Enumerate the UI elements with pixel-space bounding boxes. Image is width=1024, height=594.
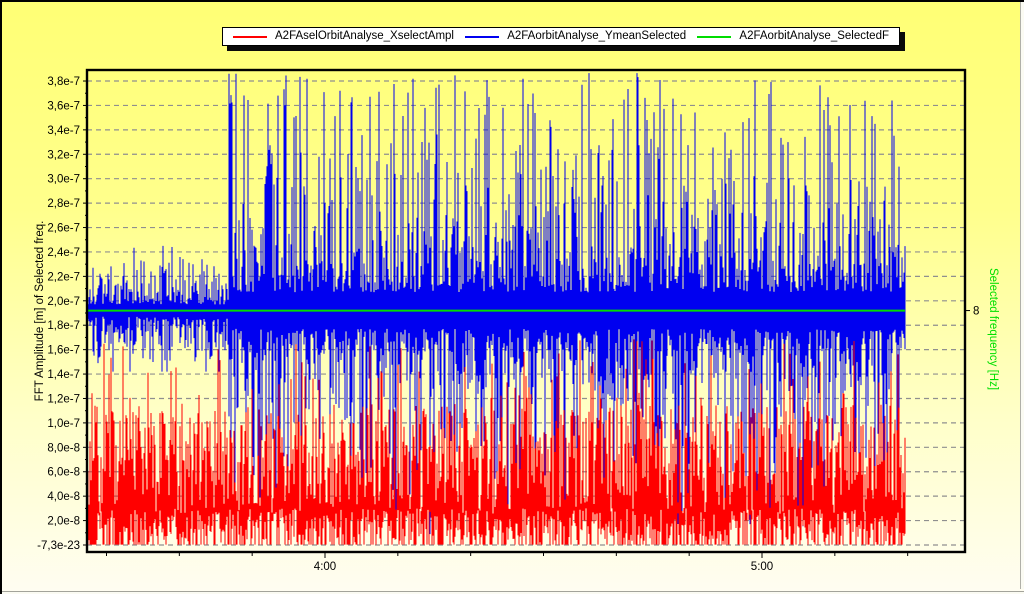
y-axis-title: FFT Amplitude [m] of Selected freq. — [34, 221, 46, 402]
legend-item[interactable]: A2FAorbitAnalyse_YmeanSelected — [465, 28, 686, 45]
panel-bottom-strip — [2, 592, 1024, 594]
y-axis-tick-label: 1,2e-7 — [47, 393, 80, 405]
x-axis-tick-label: 4:00 — [314, 561, 336, 573]
y-axis-tick-label: 1,4e-7 — [47, 369, 80, 381]
y-axis-tick-label: 1,8e-7 — [47, 320, 80, 332]
y-axis-tick-label: 8,0e-8 — [47, 442, 80, 454]
legend-series-name: A2FAorbitAnalyse_YmeanSelected — [507, 30, 687, 42]
y-axis-tick-label: 3,8e-7 — [47, 76, 80, 88]
y-axis-tick-label: 6,0e-8 — [47, 467, 80, 479]
legend-series-name: A2FAselOrbitAnalyse_XselectAmpl — [275, 30, 454, 42]
x-axis-tick-label: 5:00 — [751, 561, 773, 573]
legend-item[interactable]: A2FAselOrbitAnalyse_XselectAmpl — [233, 28, 454, 45]
y-axis-tick-label: 3,2e-7 — [47, 149, 80, 161]
y-axis-tick-label: 2,8e-7 — [47, 198, 80, 210]
y-axis-tick-label: 3,0e-7 — [47, 174, 80, 186]
chart-plot-area[interactable] — [87, 70, 965, 552]
panel-right-strip — [1021, 2, 1024, 589]
y-axis-tick-label: 2,4e-7 — [47, 247, 80, 259]
y-axis-tick-label: 3,4e-7 — [47, 125, 80, 137]
right-axis-tick-label: 8 — [973, 306, 979, 318]
y-axis-tick-label: 2,6e-7 — [47, 223, 80, 235]
right-axis-title: Selected frequency [Hz] — [987, 268, 999, 390]
panel-bottom-edge — [2, 591, 1024, 592]
legend-item[interactable]: A2FAorbitAnalyse_SelectedF — [697, 28, 889, 45]
legend-line-sample — [465, 35, 500, 38]
y-axis-tick-label: 3,6e-7 — [47, 100, 80, 112]
y-axis-tick-label: 2,0e-7 — [47, 296, 80, 308]
y-axis-tick-label: 1,0e-7 — [47, 418, 80, 430]
y-axis-tick-label: 1,6e-7 — [47, 345, 80, 357]
legend-line-sample — [233, 35, 267, 38]
y-axis-tick-label: 2,0e-8 — [47, 516, 80, 528]
panel-right-edge — [1020, 2, 1021, 589]
axis-ticks — [83, 80, 970, 558]
legend-series-name: A2FAorbitAnalyse_SelectedF — [739, 30, 889, 42]
legend[interactable]: A2FAselOrbitAnalyse_XselectAmpl A2FAorbit… — [222, 27, 900, 46]
y-axis-tick-label: 2,2e-7 — [47, 271, 80, 283]
y-axis-tick-label: 4,0e-8 — [47, 491, 80, 503]
y-axis-tick-label: -7,3e-23 — [37, 540, 80, 552]
axis-tick-labels: 3,8e-7 3,6e-7 3,4e-7 3,2e-7 3,0e-7 2,8e-7 2,6e… — [37, 76, 979, 573]
legend-line-sample — [697, 35, 732, 38]
